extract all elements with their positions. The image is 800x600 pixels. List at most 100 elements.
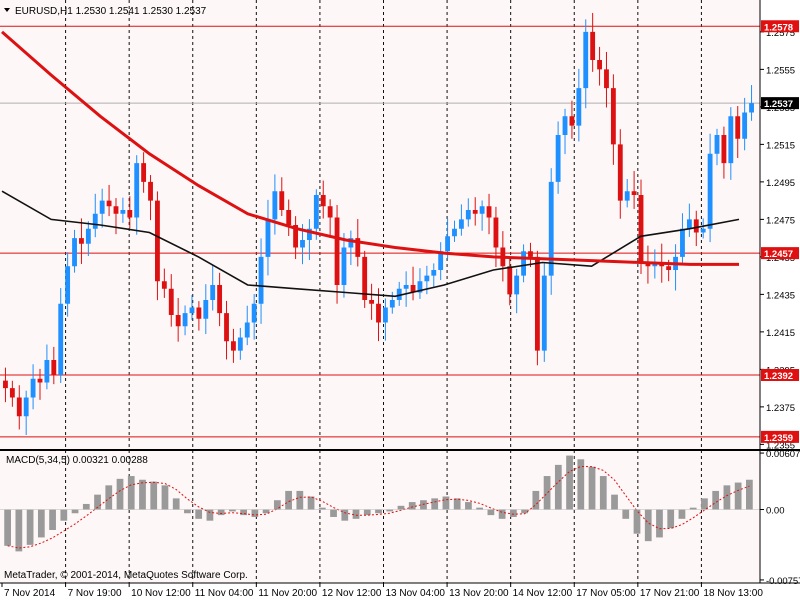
macd-bar <box>229 509 236 512</box>
candle-body <box>569 116 575 126</box>
macd-bar <box>330 509 337 517</box>
candle-body <box>306 228 312 240</box>
candle-body <box>92 213 98 229</box>
macd-bar <box>285 490 292 510</box>
candle-body <box>680 228 685 257</box>
candle-body <box>72 238 77 267</box>
macd-bar <box>554 464 562 510</box>
current-price-label-bg <box>761 97 799 110</box>
macd-bar <box>521 509 528 514</box>
macd-bar <box>116 478 124 510</box>
price-axis-tick-label: 1.2575 <box>766 28 795 39</box>
candle-body <box>707 153 713 229</box>
candle-body <box>182 313 188 327</box>
candle-body <box>189 307 195 314</box>
candle-body <box>645 262 651 267</box>
candle-body <box>141 163 147 182</box>
candle-body <box>313 195 319 229</box>
price-axis-tick-label: 1.2515 <box>766 140 795 151</box>
macd-bar <box>296 490 304 510</box>
candle-body <box>728 116 734 164</box>
candle-body <box>79 238 84 244</box>
macd-bar <box>476 507 484 510</box>
moving-averages <box>1 30 740 298</box>
macd-bar <box>363 509 371 516</box>
price-axis-tick-label: 1.2435 <box>766 290 795 301</box>
price-level-label: 1.2392 <box>764 371 793 382</box>
candle-body <box>196 307 202 319</box>
price-axis-tick-label: 1.2555 <box>766 65 795 76</box>
macd-bar <box>172 498 180 510</box>
time-axis-label: 17 Nov 21:00 <box>640 588 700 599</box>
candle-body <box>493 217 499 248</box>
candle-body <box>30 378 36 398</box>
candle-body <box>320 195 326 207</box>
price-level-label: 1.2457 <box>764 249 793 260</box>
macd-bar <box>734 482 742 510</box>
macd-bar <box>577 459 585 510</box>
macd-info-label: MACD(5,34,5) 0.00321 0.00288 <box>6 455 148 466</box>
candle-body <box>666 266 672 270</box>
macd-bar <box>184 509 191 514</box>
candle-body <box>58 303 64 375</box>
time-axis-label: 12 Nov 12:00 <box>322 588 382 599</box>
candle-body <box>300 240 305 248</box>
candle-body <box>175 315 181 327</box>
candle-body <box>555 135 561 182</box>
macd-bar <box>352 509 360 519</box>
macd-bar <box>701 498 708 510</box>
macd-bar <box>532 490 540 510</box>
candle-body <box>604 69 609 89</box>
macd-histogram <box>0 455 760 552</box>
current-price-label: 1.2537 <box>764 99 793 110</box>
candle-body <box>362 256 368 300</box>
candle-body <box>217 285 223 314</box>
candle-body <box>389 300 395 308</box>
time-axis-label: 11 Nov 20:00 <box>258 588 317 599</box>
candle-body <box>686 219 692 229</box>
candle-body <box>410 285 416 293</box>
macd-bar <box>712 490 720 510</box>
macd-bar <box>408 502 416 510</box>
candle-body <box>44 360 50 383</box>
macd-bar <box>37 509 45 538</box>
candle-body <box>610 88 616 145</box>
time-axis-label: 14 Nov 12:00 <box>513 588 573 599</box>
candle-body <box>576 88 582 126</box>
candle-body <box>403 285 409 289</box>
macd-bar <box>375 509 382 514</box>
candle-body <box>631 191 637 195</box>
candle-body <box>106 200 112 207</box>
candle-body <box>534 256 540 351</box>
candle-body <box>279 191 285 210</box>
macd-bar <box>599 476 607 510</box>
candle-body <box>113 206 119 214</box>
macd-bar <box>273 500 281 510</box>
candle-body <box>424 275 430 282</box>
macd-bar <box>509 509 517 517</box>
candle-body <box>507 266 513 295</box>
macd-bar <box>262 509 270 514</box>
time-axis-label: 7 Nov 19:00 <box>68 588 122 599</box>
macd-bar <box>318 507 326 510</box>
candle-body <box>168 288 174 315</box>
ma-slow-line <box>1 30 739 266</box>
macd-bar <box>667 509 675 529</box>
candle-body <box>244 322 250 338</box>
candle-body <box>16 397 22 417</box>
candle-body <box>562 116 568 135</box>
macd-bar <box>656 509 663 538</box>
macd-bar <box>251 509 259 517</box>
macd-bar <box>397 505 405 510</box>
macd-bar <box>611 494 618 510</box>
price-level-label-bg <box>761 20 799 33</box>
candle-body <box>417 281 423 293</box>
collapse-triangle-icon[interactable] <box>4 8 10 12</box>
candle-body <box>99 200 105 214</box>
candle-body <box>3 380 8 389</box>
candle-body <box>714 135 720 154</box>
candle-body <box>134 163 140 218</box>
candle-body <box>224 313 229 342</box>
